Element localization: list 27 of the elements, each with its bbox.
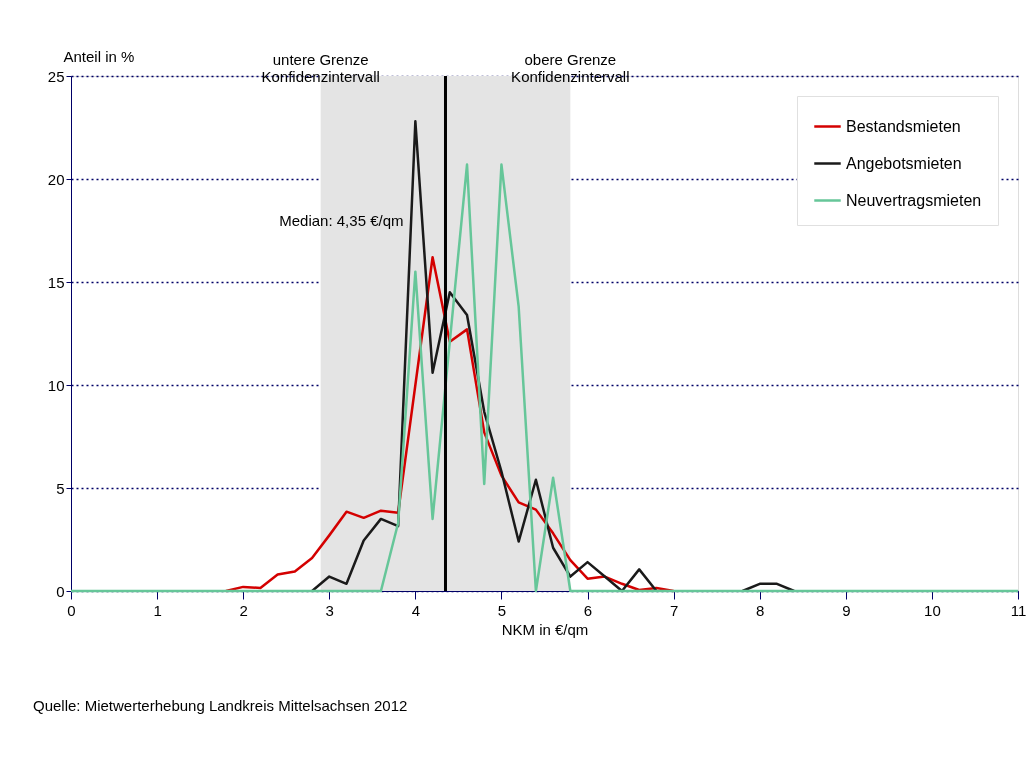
y-axis-title: Anteil in % (63, 47, 135, 65)
x-tick-label: 6 (583, 601, 593, 619)
ref-line-label: Median: 4,35 €/qm (279, 212, 404, 229)
y-tick-label: 10 (47, 376, 65, 394)
y-tick-label: 15 (47, 273, 65, 291)
x-axis-title: NKM in €/qm (501, 620, 589, 638)
y-tick-label: 20 (47, 170, 65, 188)
x-tick-label: 5 (497, 601, 507, 619)
legend-label: Neuvertragsmieten (846, 191, 982, 209)
annotation: obere Grenze Konfidenzintervall (511, 51, 630, 85)
x-tick-label: 11 (1010, 601, 1027, 619)
x-tick-label: 8 (756, 601, 765, 619)
x-tick-label: 1 (153, 601, 162, 619)
x-tick-label: 2 (239, 601, 248, 619)
x-tick-label: 0 (67, 601, 76, 619)
source-note: Quelle: Mietwerterhebung Landkreis Mittelsachsen 2012 (33, 697, 408, 714)
x-tick-label: 4 (411, 601, 421, 619)
x-tick-label: 9 (842, 601, 851, 619)
legend-label: Angebotsmieten (846, 154, 962, 172)
annotation: untere Grenze Konfidenzintervall (261, 51, 380, 85)
legend-label: Bestandsmieten (846, 117, 961, 135)
x-tick-label: 7 (669, 601, 679, 619)
x-tick-label: 10 (924, 601, 941, 619)
y-tick-label: 5 (56, 479, 65, 497)
x-tick-label: 3 (325, 601, 334, 619)
y-tick-label: 25 (47, 67, 65, 85)
y-tick-label: 0 (56, 582, 65, 600)
